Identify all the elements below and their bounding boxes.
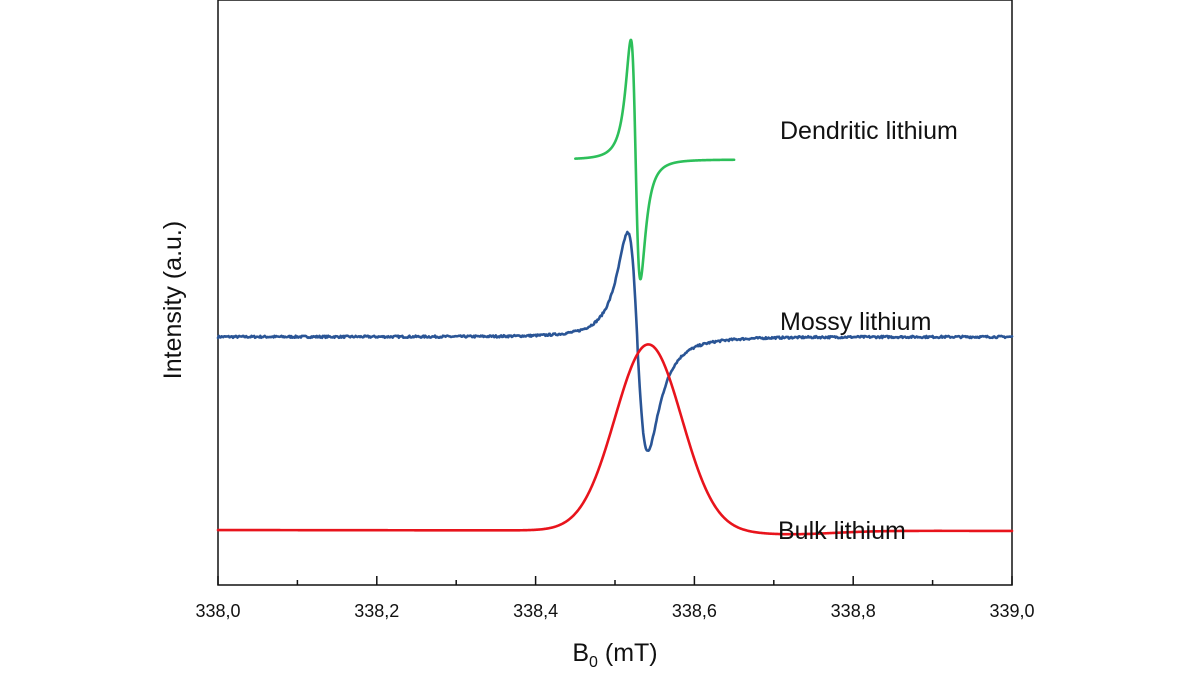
series-labels: Dendritic lithium Mossy lithium Bulk lithi… [778, 117, 958, 545]
x-axis-title: B0 (mT) [572, 639, 657, 671]
series-line-bulk-lithium [216, 343, 1014, 536]
series-label-mossy-lithium: Mossy lithium [780, 308, 931, 336]
x-axis-title-unit: (mT) [598, 639, 658, 667]
series-line-mossy-lithium [216, 230, 1014, 452]
x-tick-label: 338,0 [195, 601, 240, 621]
x-tick-label: 338,6 [672, 601, 717, 621]
x-tick-label: 338,2 [354, 601, 399, 621]
series-label-bulk-lithium: Bulk lithium [778, 517, 906, 545]
series-layer [216, 38, 1014, 536]
y-axis-title: Intensity (a.u.) [159, 221, 187, 379]
x-axis-title-subscript: 0 [589, 654, 598, 671]
x-tick-label: 339,0 [989, 601, 1034, 621]
x-tick-label: 338,4 [513, 601, 558, 621]
x-axis-title-main: B [572, 639, 589, 667]
series-line-dendritic-lithium [574, 38, 736, 281]
x-axis-ticks: 338,0 338,2 338,4 338,6 338,8 339,0 [195, 576, 1035, 621]
series-label-dendritic-lithium: Dendritic lithium [780, 117, 958, 145]
x-tick-label: 338,8 [831, 601, 876, 621]
plot-frame [217, 0, 1013, 586]
